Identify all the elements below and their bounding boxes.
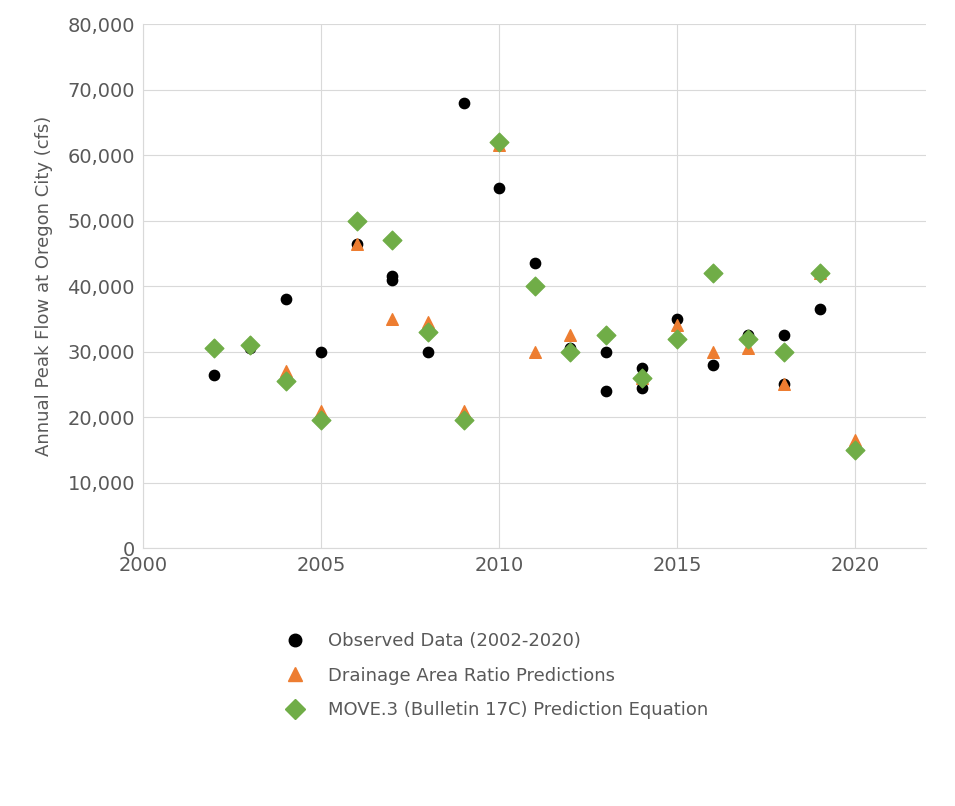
Point	[741, 329, 756, 342]
Point	[705, 267, 720, 280]
Point	[385, 270, 400, 283]
Point	[456, 96, 471, 109]
Point	[243, 335, 258, 348]
Point	[385, 313, 400, 326]
Point	[278, 365, 293, 378]
Point	[741, 332, 756, 345]
Point	[527, 345, 542, 358]
Point	[847, 443, 862, 456]
Point	[599, 345, 614, 358]
Legend: Observed Data (2002-2020), Drainage Area Ratio Predictions, MOVE.3 (Bulletin 17C: Observed Data (2002-2020), Drainage Area…	[269, 625, 715, 726]
Point	[669, 313, 685, 326]
Point	[492, 135, 507, 148]
Point	[776, 345, 792, 358]
Point	[243, 339, 258, 351]
Y-axis label: Annual Peak Flow at Oregon City (cfs): Annual Peak Flow at Oregon City (cfs)	[35, 116, 53, 456]
Point	[634, 372, 649, 384]
Point	[776, 329, 792, 342]
Point	[350, 237, 365, 250]
Point	[492, 139, 507, 152]
Point	[847, 434, 862, 447]
Point	[776, 378, 792, 391]
Point	[634, 372, 649, 384]
Point	[562, 342, 578, 355]
Point	[350, 214, 365, 227]
Point	[350, 237, 365, 250]
Point	[669, 332, 685, 345]
Point	[278, 375, 293, 388]
Point	[420, 345, 435, 358]
Point	[456, 404, 471, 417]
Point	[705, 358, 720, 371]
Point	[527, 280, 542, 293]
Point	[812, 302, 827, 315]
Point	[669, 319, 685, 332]
Point	[812, 267, 827, 280]
Point	[420, 326, 435, 339]
Point	[313, 414, 329, 427]
Point	[562, 329, 578, 342]
Point	[634, 381, 649, 394]
Point	[562, 345, 578, 358]
Point	[492, 181, 507, 194]
Point	[705, 345, 720, 358]
Point	[207, 342, 223, 355]
Point	[243, 342, 258, 355]
Point	[420, 316, 435, 329]
Point	[527, 257, 542, 270]
Point	[456, 414, 471, 427]
Point	[599, 326, 614, 339]
Point	[313, 404, 329, 417]
Point	[278, 293, 293, 305]
Point	[313, 345, 329, 358]
Point	[385, 234, 400, 247]
Point	[634, 362, 649, 375]
Point	[207, 368, 223, 381]
Point	[847, 443, 862, 456]
Point	[599, 384, 614, 397]
Point	[599, 329, 614, 342]
Point	[207, 342, 223, 355]
Point	[741, 342, 756, 355]
Point	[776, 378, 792, 391]
Point	[243, 339, 258, 351]
Point	[385, 273, 400, 286]
Point	[812, 267, 827, 280]
Point	[207, 339, 223, 351]
